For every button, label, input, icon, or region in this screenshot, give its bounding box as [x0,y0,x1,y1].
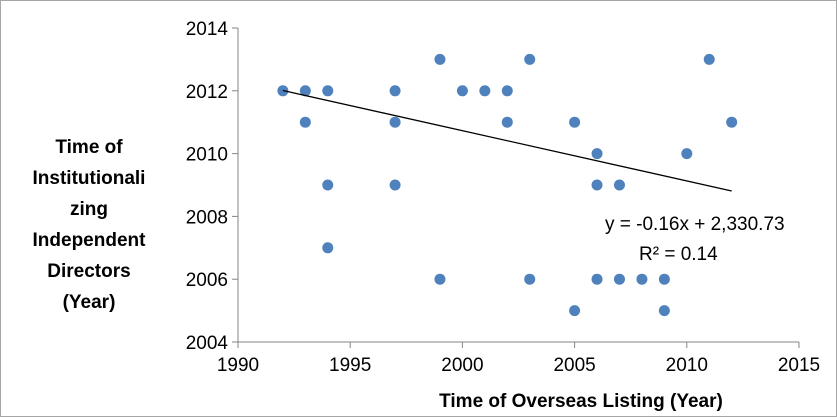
x-tick-label: 2010 [666,355,708,376]
data-point [299,116,311,128]
x-tick-label: 1990 [217,355,259,376]
y-axis-title: Time of Institutionali zing Independent Dire… [33,137,147,313]
data-point [613,273,625,285]
x-tick-label: 2000 [441,355,483,376]
x-tick-labels: 1990 1995 2000 2005 2010 2015 [217,355,820,376]
y-axis-title-line: Directors [47,261,130,282]
trendline-equation: y = -0.16x + 2,330.73 [605,214,785,235]
data-point [681,148,693,160]
data-point [501,116,513,128]
data-point [501,85,513,97]
data-point [389,116,401,128]
y-axis-title-line: (Year) [63,292,116,313]
y-axis-title-line: Institutionali [33,168,146,189]
data-point [389,85,401,97]
x-tick-label: 1995 [329,355,371,376]
data-point [658,273,670,285]
data-point [591,148,603,160]
data-point [636,273,648,285]
data-point [389,179,401,191]
tick-marks [232,27,800,348]
data-point [613,179,625,191]
data-point [524,273,536,285]
y-tick-label: 2006 [186,270,228,291]
r-squared-label: R² = 0.14 [639,244,718,265]
y-tick-label: 2014 [186,19,229,40]
data-point [569,116,581,128]
data-point [322,85,334,97]
y-tick-label: 2008 [186,207,228,228]
y-axis-title-line: Time of [55,137,123,158]
data-points [277,53,738,317]
data-point [591,273,603,285]
x-tick-label: 2005 [553,355,595,376]
data-point [434,273,446,285]
x-tick-label: 2015 [778,355,820,376]
y-tick-labels: 2004 2006 2008 2010 2012 2014 [186,19,229,354]
trendline [282,89,732,192]
data-point [434,53,446,65]
data-point [322,242,334,254]
y-tick-label: 2004 [186,333,229,354]
axes [237,28,799,343]
data-point [322,179,334,191]
y-axis-title-line: Independent [33,230,147,251]
data-point [658,305,670,317]
data-point [456,85,468,97]
y-tick-label: 2010 [186,145,228,166]
y-tick-label: 2012 [186,82,228,103]
data-point [569,305,581,317]
data-point [299,85,311,97]
data-point [524,53,536,65]
data-point [703,53,715,65]
y-axis-title-line: zing [70,199,108,220]
data-point [591,179,603,191]
x-axis-title: Time of Overseas Listing (Year) [439,391,723,412]
data-point [726,116,738,128]
data-point [479,85,491,97]
